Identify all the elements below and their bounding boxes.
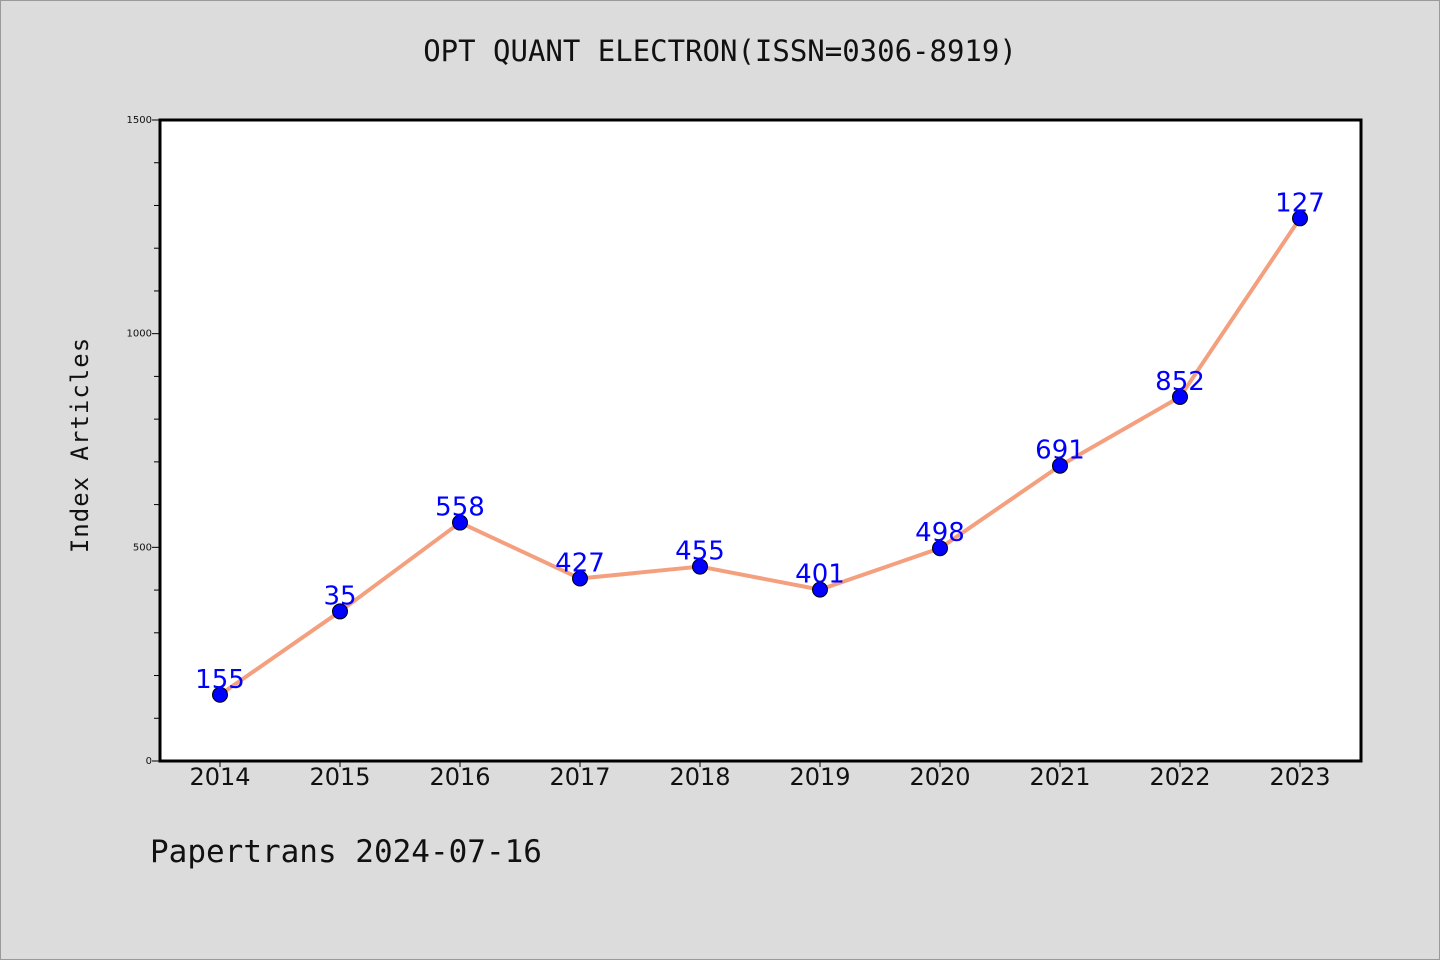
data-point: [572, 570, 588, 587]
x-tick-label: 2021: [1029, 763, 1090, 791]
data-point: [452, 514, 468, 531]
data-label: 127: [1275, 188, 1325, 218]
x-tick-label: 2018: [669, 763, 730, 791]
x-tick-label: 2020: [909, 763, 970, 791]
x-tick-label: 2019: [789, 763, 850, 791]
data-label: 558: [435, 493, 485, 523]
data-label: 427: [555, 549, 605, 579]
data-point: [692, 558, 708, 575]
y-tick-label: 0: [146, 756, 152, 767]
y-tick-label: 500: [133, 542, 152, 553]
data-point: [1292, 210, 1308, 227]
data-label: 691: [1035, 436, 1085, 466]
data-point: [332, 603, 348, 620]
series-line: [218, 217, 1302, 697]
footer-watermark: Papertrans 2024-07-16: [150, 834, 542, 870]
y-tick-label: 1000: [127, 329, 152, 340]
y-tick-label: 1500: [127, 115, 152, 126]
plot-area: [158, 118, 1363, 763]
x-tick-label: 2023: [1269, 763, 1330, 791]
data-label: 155: [195, 665, 245, 695]
data-point: [212, 686, 228, 703]
data-label: 401: [795, 560, 845, 590]
data-point: [1172, 388, 1188, 405]
data-point: [812, 581, 828, 598]
x-tick-label: 2015: [309, 763, 370, 791]
data-label: 35: [323, 581, 356, 611]
x-tick-label: 2016: [429, 763, 490, 791]
data-point: [1052, 457, 1068, 474]
chart-title: OPT QUANT ELECTRON(ISSN=0306-8919): [423, 34, 1017, 68]
data-label: 498: [915, 518, 965, 548]
data-point: [932, 540, 948, 557]
data-label: 455: [675, 537, 725, 567]
x-tick-label: 2022: [1149, 763, 1210, 791]
data-label: 852: [1155, 367, 1205, 397]
x-tick-label: 2017: [549, 763, 610, 791]
x-tick-label: 2014: [189, 763, 250, 791]
